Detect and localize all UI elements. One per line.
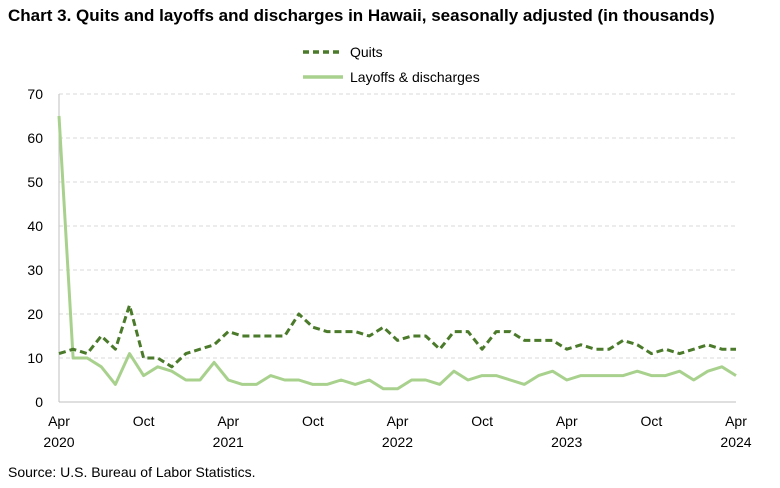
x-tick-month: Oct: [640, 413, 662, 429]
x-tick-year: 2020: [43, 434, 74, 450]
x-tick-month: Apr: [217, 413, 239, 429]
layoffs-discharges-line: [57, 115, 737, 391]
x-tick-month: Apr: [556, 413, 578, 429]
axes: [58, 94, 736, 403]
y-tick-label: 40: [27, 218, 43, 234]
x-tick-year: 2023: [551, 434, 582, 450]
x-tick-month: Apr: [48, 413, 70, 429]
y-tick-label: 30: [27, 262, 43, 278]
x-tick-month: Oct: [302, 413, 324, 429]
y-tick-label: 50: [27, 174, 43, 190]
x-axis-ticks: Apr 2020 Oct Apr 2021 Oct Apr 2022 Oct Apr 2023 Oct…: [43, 413, 751, 450]
line-chart: 0 10 20 30 40 50 60 70 Apr 2020 Oct Apr 2021 Oct Apr 2…: [27, 44, 751, 450]
legend-quits-label: Quits: [350, 44, 383, 60]
x-tick-month: Oct: [471, 413, 493, 429]
legend: Quits Layoffs & discharges: [303, 44, 480, 85]
legend-layoffs-label: Layoffs & discharges: [350, 69, 480, 85]
y-tick-label: 60: [27, 130, 43, 146]
x-tick-month: Apr: [387, 413, 409, 429]
y-tick-label: 20: [27, 306, 43, 322]
y-tick-label: 0: [35, 394, 43, 410]
x-tick-month: Apr: [725, 413, 747, 429]
series-lines: [57, 115, 737, 391]
gridlines: [59, 93, 736, 359]
x-tick-year: 2024: [720, 434, 751, 450]
chart-title: Chart 3. Quits and layoffs and discharge…: [8, 6, 715, 25]
source-note: Source: U.S. Bureau of Labor Statistics.: [8, 464, 256, 480]
x-tick-year: 2021: [213, 434, 244, 450]
y-tick-label: 10: [27, 350, 43, 366]
x-tick-year: 2022: [382, 434, 413, 450]
quits-line: [58, 303, 736, 369]
y-axis-ticks: 0 10 20 30 40 50 60 70: [27, 86, 43, 410]
x-tick-month: Oct: [133, 413, 155, 429]
y-tick-label: 70: [27, 86, 43, 102]
